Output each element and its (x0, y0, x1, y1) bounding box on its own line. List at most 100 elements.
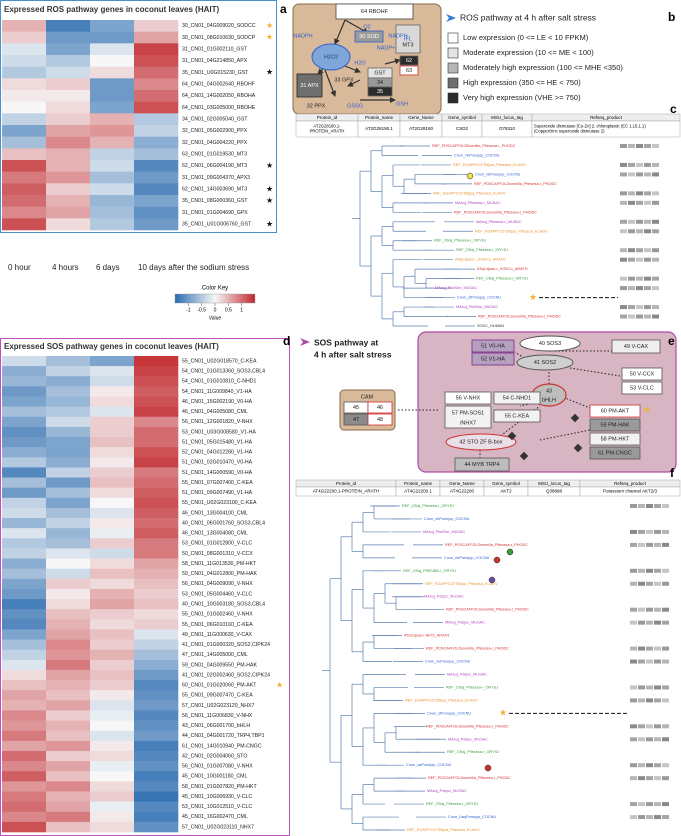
junction (573, 443, 583, 453)
table-value: AT2G28190 (409, 126, 433, 131)
node-label: 49 V-CAX (624, 344, 648, 350)
node-label: bHLH (542, 397, 556, 403)
heat-cell (2, 609, 47, 620)
heat-cell (90, 730, 135, 742)
heat-cell (46, 538, 91, 549)
leaf-label: MAsuj_PbdStor_MUSAC (423, 530, 465, 534)
heat-cell (90, 811, 135, 823)
heat-cell (46, 619, 91, 630)
expression-box (636, 172, 643, 177)
heat-cell (46, 639, 91, 651)
row-label: 54_CN01_01G013360_SOS3,CBL4 (182, 369, 265, 375)
leaf-label: REF_EGAPPCCFS5ljoa_Pfiesesa_ELAGV (475, 229, 548, 233)
expression-box (628, 191, 635, 196)
heat-cell (90, 437, 135, 448)
heat-cell (2, 66, 47, 79)
node-label: O2 (363, 24, 370, 30)
node-label: GSSG (347, 103, 363, 109)
row-label: 32_CN01_05G002900_PPX (182, 128, 248, 134)
node-label: 31 APX (300, 83, 319, 89)
node-label: 57 PM-SOS1 (452, 410, 484, 416)
node-dot (484, 764, 492, 772)
heat-cell (2, 710, 47, 721)
table-header: Refseq_product (614, 481, 647, 486)
node-label: 58 PM-HKT (601, 436, 630, 442)
color-key-bar (174, 293, 256, 304)
leaf-label: ATsjCsjsas-r_SODCc_ARATH (455, 258, 506, 262)
heat-cell (2, 183, 47, 196)
heat-cell (2, 821, 47, 833)
row-label: 56_CN01_01G007080_V-NHX (182, 764, 253, 770)
node-label: 35 (377, 89, 383, 95)
table-cell (579, 486, 681, 497)
column-label: 10 days after the sodium stress (138, 263, 249, 272)
heat-cell (134, 477, 179, 488)
star-icon: ★ (266, 184, 273, 193)
heat-cell (90, 136, 135, 149)
expression-box (636, 314, 643, 319)
heat-cell (46, 761, 91, 772)
heat-cell (90, 720, 135, 732)
heat-cell (90, 791, 135, 802)
heat-cell (2, 558, 47, 569)
expression-box (630, 504, 637, 508)
leaf-label: ATsjCsjsas-r_SODCc_ARATH (477, 267, 528, 271)
row-label: 31_CN01_04G214850_APX (182, 58, 248, 64)
row-label: 44_CN01_04G001720_TRP4,TBP1 (182, 733, 265, 739)
heat-cell (46, 90, 91, 102)
leaf-label: REF_EGAPPCCFS5ljoa_Pfiesesa_ELAGV (405, 698, 478, 702)
heat-cell (2, 20, 47, 32)
heat-cell (90, 821, 135, 833)
heat-cell (2, 761, 47, 772)
expression-box (654, 646, 661, 651)
leaf-label: SODC_HUMAN (477, 324, 504, 328)
heat-cell (46, 507, 91, 519)
node-box (367, 413, 393, 426)
expression-box (630, 724, 637, 729)
node-dot (506, 548, 514, 556)
leaf-label: REF_PDSCAFFOLDsvenilla_Pfiesesa-r_PHODC (426, 647, 509, 651)
color-key-title: Color Key (202, 286, 228, 292)
heat-cell (2, 578, 47, 590)
node-label: H2O2 (324, 54, 338, 60)
heat-cell (46, 467, 91, 478)
node-box (395, 24, 421, 54)
expression-box (638, 646, 645, 651)
heat-cell (134, 467, 179, 478)
heat-cell (2, 538, 47, 549)
expression-box (652, 191, 659, 196)
row-label: 35_CN01_U0G015230_GST (182, 70, 249, 76)
heat-cell (134, 125, 179, 137)
heat-cell (134, 101, 179, 114)
expression-box (628, 257, 635, 262)
row-label: 63_CN01_01G019530_MT3 (182, 152, 247, 158)
expression-box (620, 162, 627, 167)
heat-cell (90, 31, 135, 44)
expression-box (644, 248, 651, 253)
node-ellipse (445, 433, 517, 451)
expression-box (630, 737, 637, 742)
expression-box (652, 257, 659, 262)
heatmap-title: Expressed SOS pathway genes in coconut l… (4, 342, 219, 351)
heat-cell (2, 406, 47, 418)
expression-box (652, 314, 659, 319)
heat-cell (134, 518, 179, 529)
expression-box (636, 191, 643, 196)
expression-box (636, 286, 643, 291)
row-label: 62_CN01_06G004190_MT3 (182, 163, 247, 169)
expression-box (646, 698, 653, 703)
heat-cell (2, 416, 47, 428)
star-icon: ★ (266, 196, 273, 205)
expression-box (652, 172, 659, 177)
heat-cell (134, 78, 179, 91)
heat-cell (90, 386, 135, 397)
expression-box (646, 542, 653, 547)
node-label: 62 (406, 58, 412, 64)
heat-cell (2, 396, 47, 407)
heat-cell (90, 518, 135, 529)
legend-swatch (447, 62, 459, 74)
expression-box (662, 620, 669, 625)
leaf-label: Cnon_stPonejop_COCNU (427, 711, 471, 715)
heat-cell (46, 437, 91, 448)
